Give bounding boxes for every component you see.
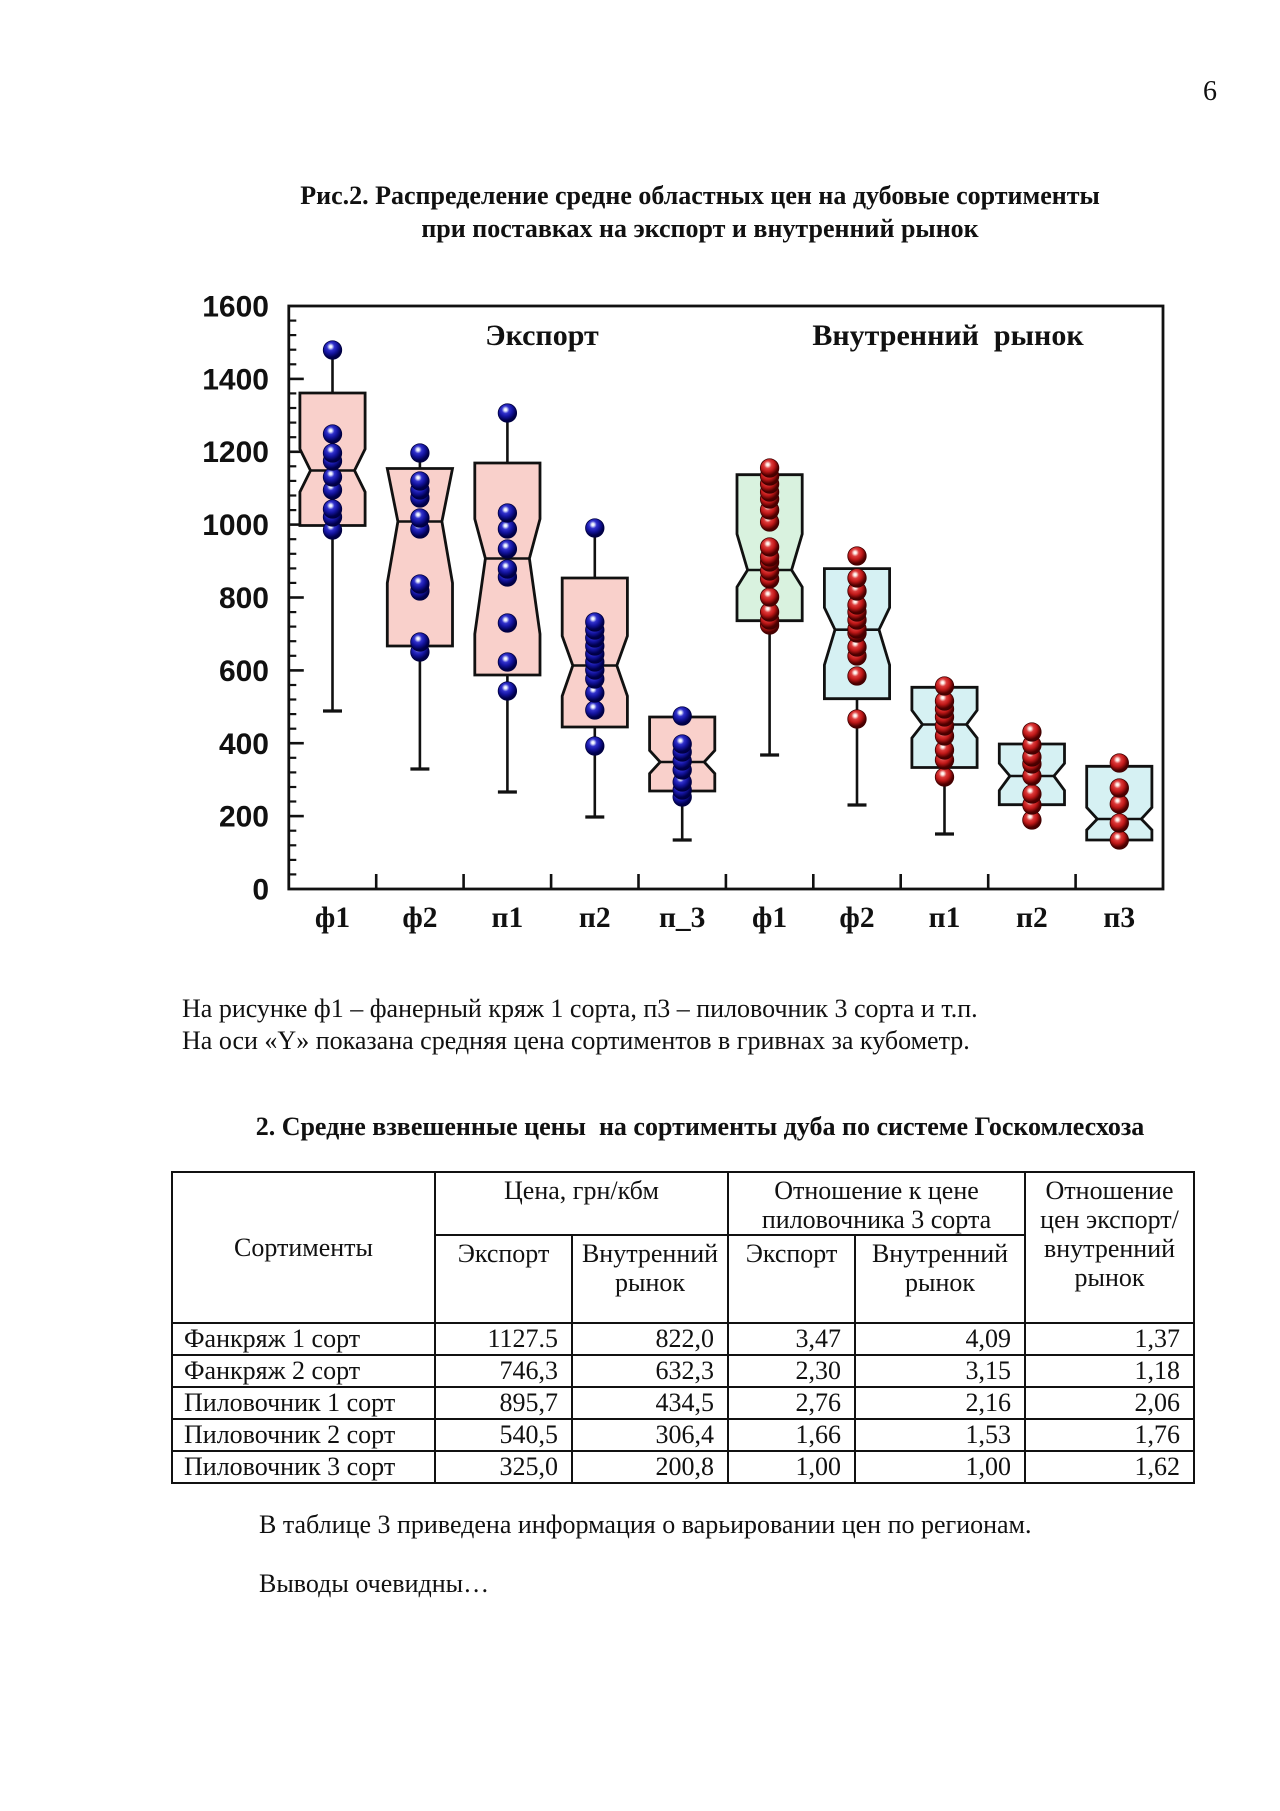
svg-text:п3: п3 [1103, 902, 1135, 934]
svg-text:ф1: ф1 [315, 902, 350, 934]
svg-text:800: 800 [219, 582, 269, 615]
svg-text:п2: п2 [579, 902, 611, 934]
svg-text:200: 200 [219, 801, 269, 834]
svg-text:п1: п1 [929, 902, 961, 934]
svg-text:1400: 1400 [202, 363, 269, 396]
svg-text:Внутренний рынок: Внутренний рынок [812, 319, 1084, 352]
svg-text:400: 400 [219, 728, 269, 761]
svg-text:п1: п1 [492, 902, 524, 934]
svg-text:ф2: ф2 [839, 902, 874, 934]
svg-text:п_3: п_3 [659, 902, 706, 934]
svg-text:600: 600 [219, 655, 269, 688]
svg-text:1000: 1000 [202, 509, 269, 542]
svg-text:Экспорт: Экспорт [485, 319, 599, 352]
svg-text:п2: п2 [1016, 902, 1048, 934]
svg-text:1600: 1600 [202, 291, 269, 324]
svg-text:ф2: ф2 [402, 902, 437, 934]
svg-text:1200: 1200 [202, 436, 269, 469]
svg-text:0: 0 [252, 874, 269, 907]
svg-text:ф1: ф1 [752, 902, 787, 934]
